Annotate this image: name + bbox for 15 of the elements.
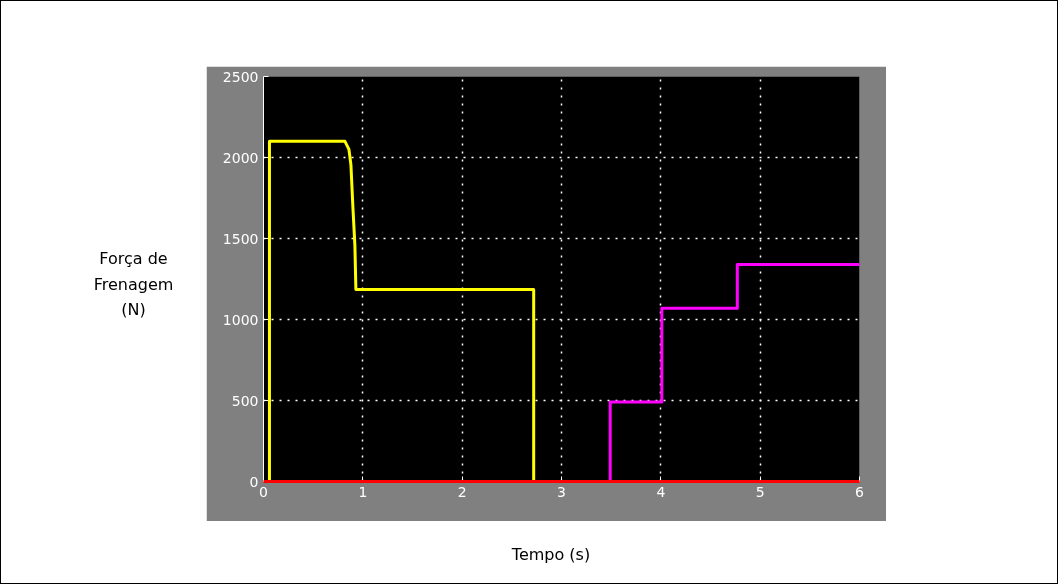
y-tick-label: 2000 (222, 149, 259, 166)
y-axis-title: Força de Frenagem (N) (93, 248, 174, 322)
line-series (267, 139, 536, 483)
x-tick-label: 6 (855, 483, 865, 500)
x-tick-label: 3 (557, 483, 566, 500)
x-tick-label: 4 (656, 483, 666, 500)
line-series (608, 262, 861, 483)
y-tick-label: 1000 (222, 311, 259, 328)
x-tick-label: 5 (755, 483, 765, 500)
y-tick-label: 500 (231, 392, 259, 409)
x-axis-title: Tempo (s) (511, 544, 591, 566)
x-tick-label: 1 (358, 483, 368, 500)
y-tick-label: 1500 (222, 230, 259, 247)
x-tick-label: 2 (457, 483, 467, 500)
y-tick-label: 2500 (222, 68, 259, 85)
